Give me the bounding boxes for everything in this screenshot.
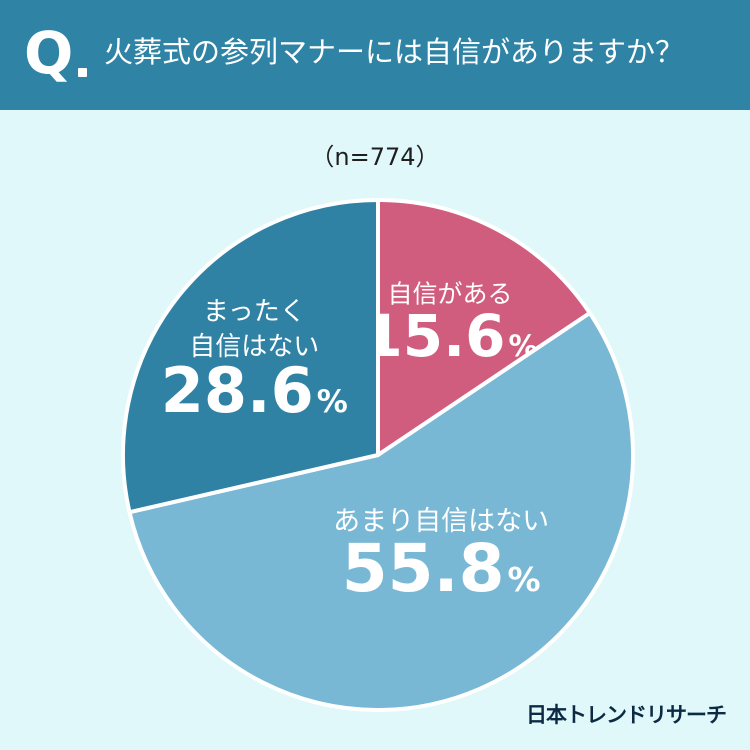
q-dot (78, 68, 87, 77)
pie-slice-2 (127, 310, 635, 712)
slice-value-1: 15.6% (362, 302, 537, 370)
slice-label-3: まったく自信はない (189, 297, 319, 362)
brand-logo: 日本トレンドリサーチ (526, 703, 727, 727)
q-label: Q (24, 19, 74, 87)
slice-label-2: あまり自信はない (333, 506, 549, 537)
pie-slice-1 (376, 198, 592, 457)
pie-slice-3 (121, 198, 380, 515)
slice-label-1: 自信がある (388, 279, 513, 308)
slice-value-3: 28.6% (161, 354, 348, 427)
slice-value-2: 55.8% (342, 530, 541, 607)
sample-size: （n=774） (310, 143, 440, 171)
question-text: 火葬式の参列マナーには自信がありますか？ (104, 35, 685, 69)
question-header: Q 火葬式の参列マナーには自信がありますか？ (0, 0, 750, 110)
